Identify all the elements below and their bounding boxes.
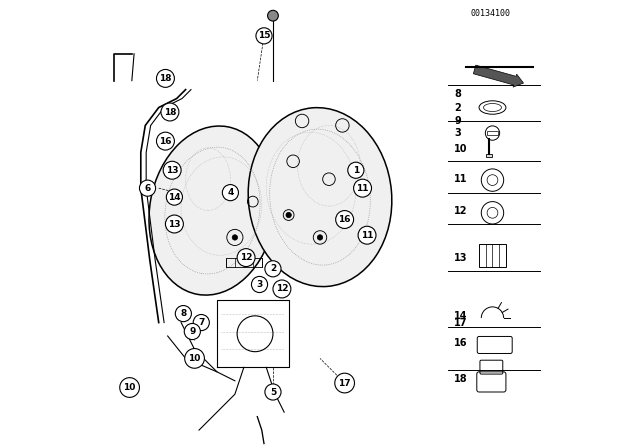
Circle shape <box>273 280 291 298</box>
Circle shape <box>156 132 174 150</box>
Bar <box>479 244 506 267</box>
Text: 18: 18 <box>454 374 468 383</box>
Text: 16: 16 <box>454 338 468 348</box>
Text: 11: 11 <box>361 231 373 240</box>
Text: 13: 13 <box>166 166 179 175</box>
Bar <box>226 258 262 267</box>
Circle shape <box>175 306 191 322</box>
Circle shape <box>156 69 174 87</box>
Circle shape <box>165 215 184 233</box>
Text: 7: 7 <box>198 318 204 327</box>
Text: 17: 17 <box>454 319 468 328</box>
Circle shape <box>140 180 156 196</box>
Text: 15: 15 <box>258 31 270 40</box>
Text: 1: 1 <box>353 166 359 175</box>
Text: 18: 18 <box>159 74 172 83</box>
Circle shape <box>163 161 181 179</box>
Bar <box>487 131 498 135</box>
Text: 10: 10 <box>124 383 136 392</box>
Text: 13: 13 <box>454 253 468 263</box>
Text: 11: 11 <box>356 184 369 193</box>
Text: 16: 16 <box>159 137 172 146</box>
Text: 8: 8 <box>454 89 461 99</box>
Bar <box>486 154 492 157</box>
FancyArrow shape <box>474 65 524 87</box>
Circle shape <box>265 384 281 400</box>
Text: 12: 12 <box>240 253 252 262</box>
Text: 12: 12 <box>276 284 288 293</box>
Circle shape <box>237 249 255 267</box>
Text: 8: 8 <box>180 309 186 318</box>
Circle shape <box>222 185 239 201</box>
Circle shape <box>256 28 272 44</box>
Text: 3: 3 <box>454 128 461 138</box>
Text: 3: 3 <box>257 280 262 289</box>
Text: 5: 5 <box>270 388 276 396</box>
Circle shape <box>286 212 291 218</box>
Text: 14: 14 <box>454 311 468 321</box>
Circle shape <box>358 226 376 244</box>
Text: 17: 17 <box>339 379 351 388</box>
Text: 6: 6 <box>145 184 150 193</box>
Text: 2: 2 <box>454 103 461 112</box>
Circle shape <box>185 349 204 368</box>
Ellipse shape <box>248 108 392 287</box>
Ellipse shape <box>149 126 276 295</box>
Circle shape <box>336 211 354 228</box>
Text: 4: 4 <box>227 188 234 197</box>
Circle shape <box>161 103 179 121</box>
Circle shape <box>166 189 182 205</box>
Circle shape <box>265 261 281 277</box>
Circle shape <box>232 235 237 240</box>
Text: 14: 14 <box>168 193 180 202</box>
Circle shape <box>252 276 268 293</box>
Text: 10: 10 <box>188 354 201 363</box>
Text: 12: 12 <box>454 207 468 216</box>
Circle shape <box>317 235 323 240</box>
Text: 11: 11 <box>454 174 468 184</box>
Text: 18: 18 <box>164 108 176 116</box>
Text: 13: 13 <box>168 220 180 228</box>
Circle shape <box>354 179 371 197</box>
Circle shape <box>120 378 140 397</box>
Circle shape <box>348 162 364 178</box>
Circle shape <box>184 323 200 340</box>
Text: 10: 10 <box>454 144 468 154</box>
Text: 00134100: 00134100 <box>470 9 510 18</box>
Circle shape <box>335 373 355 393</box>
Text: 16: 16 <box>339 215 351 224</box>
Text: 9: 9 <box>189 327 195 336</box>
Text: 9: 9 <box>454 116 461 126</box>
Circle shape <box>268 10 278 21</box>
Text: 2: 2 <box>270 264 276 273</box>
Circle shape <box>193 314 209 331</box>
